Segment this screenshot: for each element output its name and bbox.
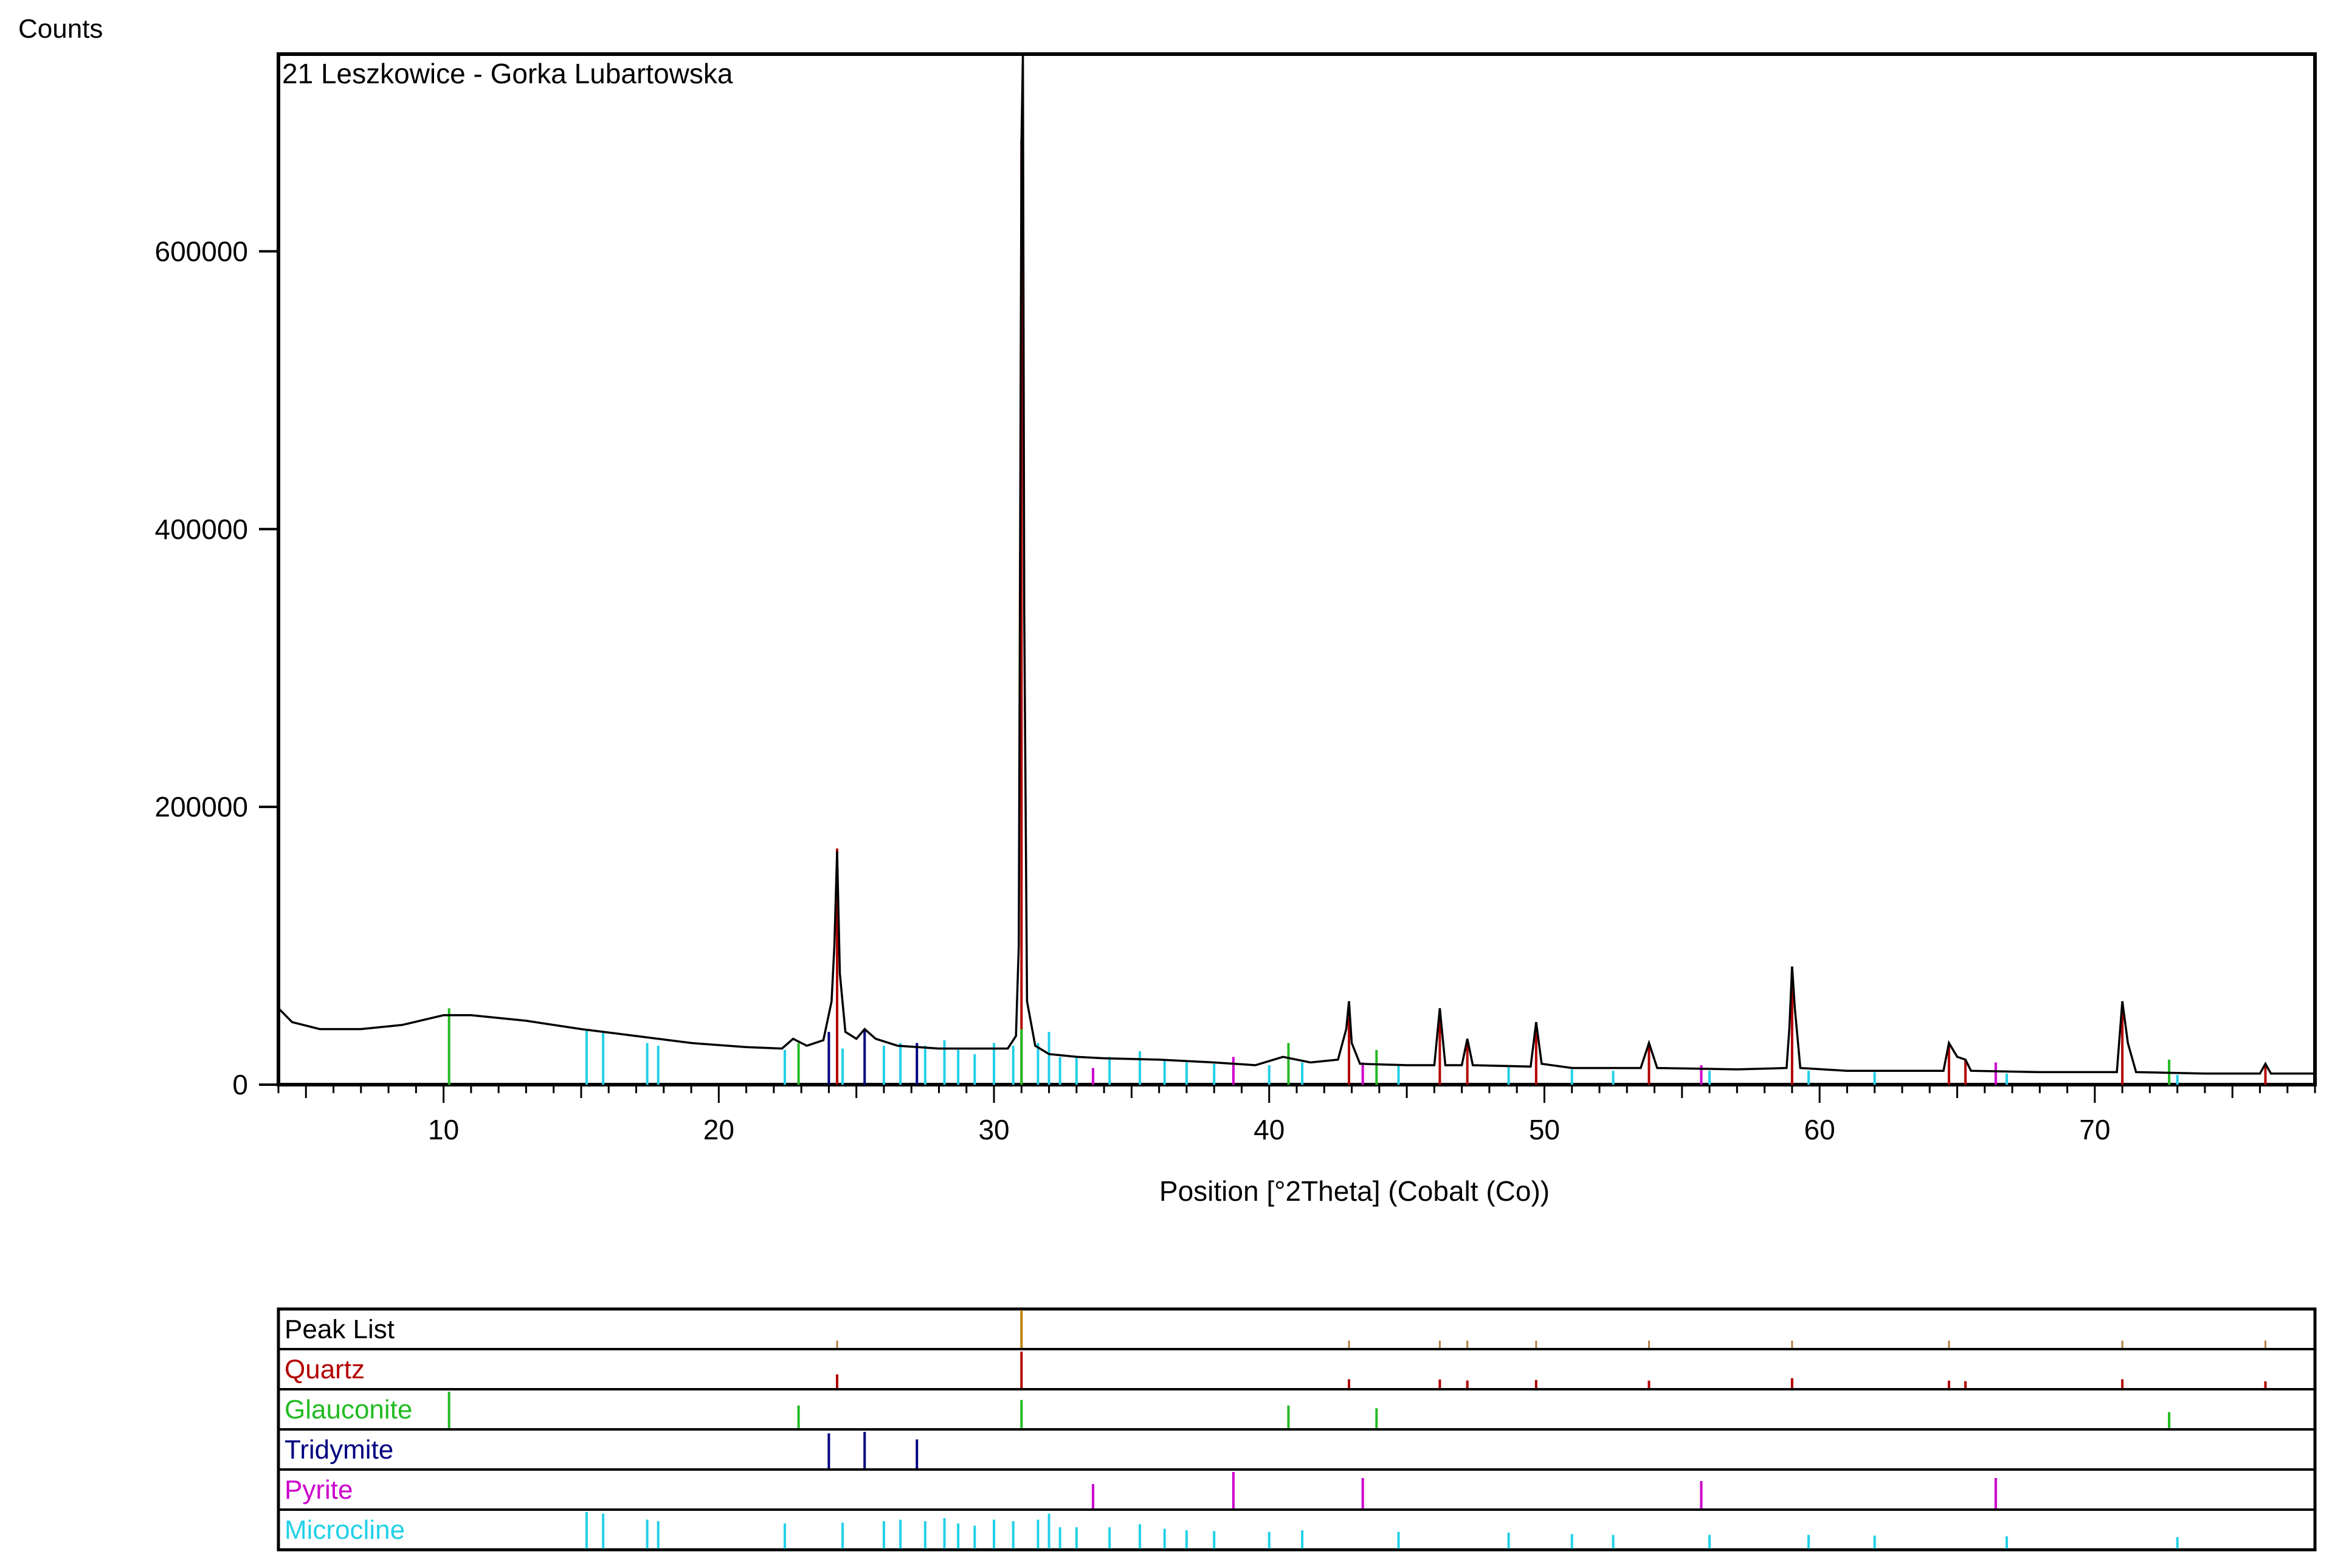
- x-tick-label-2: 30: [978, 1114, 1009, 1145]
- chart-title: 21 Leszkowice - Gorka Lubartowska: [282, 58, 733, 89]
- plot-frame: [277, 52, 2317, 1086]
- y-tick-label-0: 0: [232, 1069, 248, 1100]
- phase-reference-panel: Peak List Quartz Glauconite Tridymite Pyrite…: [277, 1307, 2317, 1552]
- y-tick-label-2: 400000: [155, 513, 249, 545]
- y-tick-label-3: 600000: [155, 235, 249, 267]
- phase-sticks-main: [447, 140, 2267, 1085]
- x-axis-label: Position [°2Theta] (Cobalt (Co)): [1159, 1175, 1550, 1207]
- y-axis-label: Counts: [18, 14, 103, 44]
- phase-label-peak-list: Peak List: [285, 1314, 395, 1344]
- phase-label-tridymite: Tridymite: [285, 1435, 393, 1465]
- phase-label-microcline: Microcline: [285, 1515, 405, 1545]
- x-tick-label-0: 10: [428, 1114, 459, 1145]
- x-tick-label-4: 50: [1529, 1114, 1560, 1145]
- x-tick-label-5: 60: [1804, 1114, 1835, 1145]
- diffraction-pattern-line: [277, 54, 2315, 1075]
- x-tick-label-1: 20: [703, 1114, 734, 1145]
- y-tick-label-1: 200000: [155, 791, 249, 823]
- x-tick-label-3: 40: [1254, 1114, 1285, 1145]
- x-tick-label-6: 70: [2079, 1114, 2110, 1145]
- phase-label-glauconite: Glauconite: [285, 1395, 412, 1425]
- phase-label-quartz: Quartz: [285, 1355, 365, 1384]
- y-axis: 0 200000 400000 600000: [155, 235, 278, 1100]
- phase-label-pyrite: Pyrite: [285, 1475, 353, 1505]
- x-axis: 10 20 30 40 50 60 70: [277, 1085, 2316, 1145]
